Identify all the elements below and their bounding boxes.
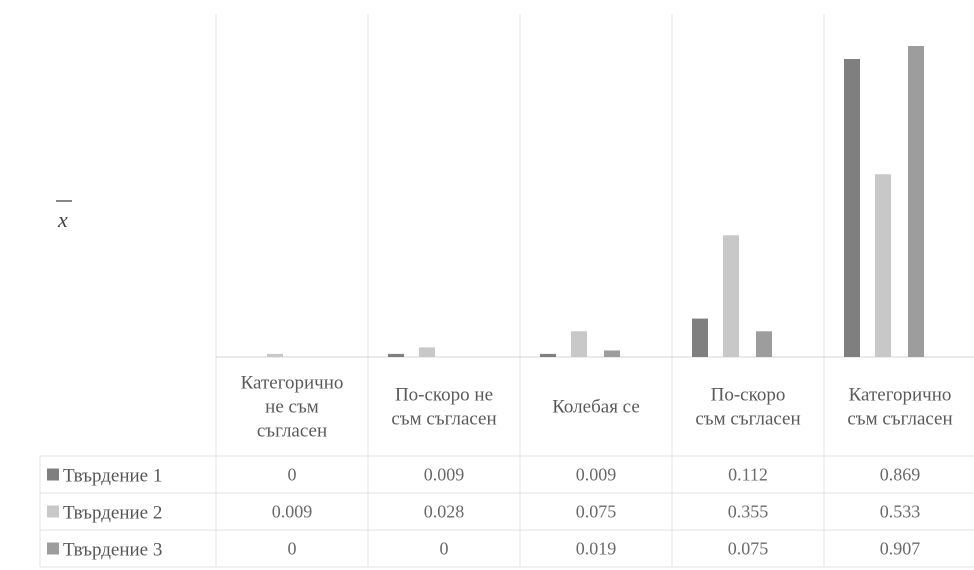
category-label-line: По-скоро	[711, 385, 786, 406]
category-label-line: не съм	[265, 397, 319, 418]
table-cell-series3-cat1: 0	[288, 539, 297, 559]
bar-series2-cat5	[875, 174, 891, 357]
category-label-line: съм съгласен	[695, 409, 800, 430]
legend-label-series1: Твърдение 1	[63, 466, 162, 487]
category-label-line: съм съгласен	[847, 409, 952, 430]
bar-series2-cat1	[267, 353, 283, 357]
table-cell-series3-cat2: 0	[440, 539, 449, 559]
bar-series2-cat4	[723, 235, 739, 357]
table-cell-series3-cat5: 0.907	[880, 539, 921, 559]
bar-series2-cat2	[419, 347, 435, 357]
category-labels: Категорично не съм съгласен По-скоро не съм …	[241, 373, 953, 442]
table-cell-series1-cat3: 0.009	[576, 465, 617, 485]
table-cell-series3-cat4: 0.075	[728, 539, 769, 559]
bar-series3-cat5	[908, 46, 924, 357]
table-cell-series1-cat1: 0	[288, 465, 297, 485]
table-cell-series2-cat1: 0.009	[272, 502, 313, 522]
table-cell-series2-cat5: 0.533	[880, 502, 921, 522]
category-label-line: По-скоро не	[395, 385, 493, 406]
category-label-line: Колебая се	[552, 397, 640, 418]
category-label-line: Категорично	[241, 373, 344, 394]
bars	[267, 46, 924, 357]
legend-swatch-series2	[47, 505, 59, 518]
bar-series2-cat3	[571, 331, 587, 357]
table-cell-series1-cat2: 0.009	[424, 465, 465, 485]
table-cell-series1-cat4: 0.112	[728, 465, 768, 485]
table-cell-series3-cat3: 0.019	[576, 539, 617, 559]
category-label-line: съм съгласен	[391, 409, 496, 430]
legend-swatch-series3	[47, 542, 59, 555]
bar-series1-cat2	[388, 353, 404, 357]
table-cell-series2-cat4: 0.355	[728, 502, 769, 522]
y-axis-label: x	[56, 200, 72, 232]
bar-series1-cat3	[540, 353, 556, 357]
table-cell-series2-cat2: 0.028	[424, 502, 465, 522]
category-label-line: Категорично	[849, 385, 952, 406]
bar-series1-cat5	[844, 59, 860, 357]
y-axis-label-text: x	[57, 207, 68, 232]
legend-label-series2: Твърдение 2	[63, 503, 162, 524]
bar-series1-cat4	[692, 318, 708, 357]
legend-label-series3: Твърдение 3	[63, 540, 162, 561]
category-label-line: съгласен	[257, 421, 327, 442]
bar-series3-cat4	[756, 331, 772, 357]
table-grid	[39, 14, 974, 568]
table-cell-series1-cat5: 0.869	[880, 465, 921, 485]
data-table: Твърдение 1 0 0.009 0.009 0.112 0.869 Твърдени…	[47, 465, 920, 561]
bar-series3-cat3	[604, 350, 620, 357]
table-cell-series2-cat3: 0.075	[576, 502, 617, 522]
legend-swatch-series1	[47, 468, 59, 481]
